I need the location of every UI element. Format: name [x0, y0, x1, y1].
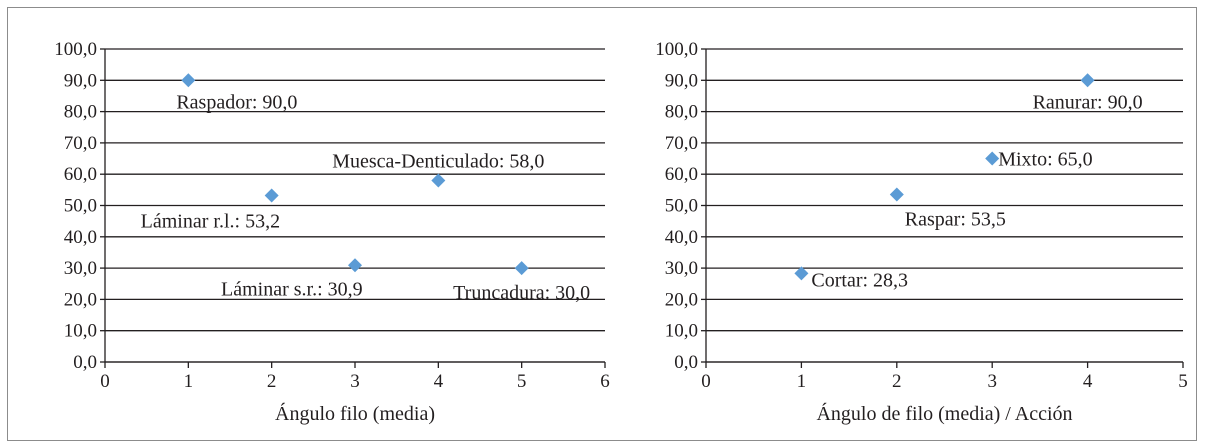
y-tick-label: 20,0 [64, 289, 97, 310]
x-axis-title: Ángulo de filo (media) / Acción [816, 402, 1072, 425]
y-tick-label: 90,0 [665, 70, 698, 91]
y-tick-label: 50,0 [665, 196, 698, 217]
x-axis-title: Ángulo filo (media) [275, 402, 435, 425]
x-tick-label: 3 [987, 371, 997, 392]
y-tick-label: 70,0 [64, 133, 97, 154]
y-tick-label: 50,0 [64, 196, 97, 217]
x-tick-label: 1 [797, 371, 807, 392]
data-point [889, 187, 904, 202]
data-label: Raspador: 90,0 [176, 91, 297, 113]
data-label: Truncadura: 30,0 [453, 282, 590, 304]
y-tick-label: 80,0 [64, 102, 97, 123]
data-point [1080, 73, 1095, 88]
data-point [264, 188, 279, 203]
data-point [985, 151, 1000, 166]
x-tick-label: 5 [1178, 371, 1188, 392]
data-point [431, 173, 446, 188]
y-tick-label: 80,0 [665, 102, 698, 123]
data-label: Láminar r.l.: 53,2 [141, 210, 280, 232]
data-point [181, 73, 196, 88]
y-tick-label: 70,0 [665, 133, 698, 154]
x-tick-label: 2 [892, 371, 902, 392]
y-tick-label: 20,0 [665, 289, 698, 310]
data-point [348, 258, 362, 273]
y-tick-label: 30,0 [64, 258, 97, 279]
data-point [794, 266, 809, 281]
data-label: Cortar: 28,3 [811, 269, 908, 291]
data-label: Ranurar: 90,0 [1033, 91, 1143, 113]
x-tick-label: 1 [184, 371, 194, 392]
x-tick-label: 6 [600, 371, 610, 392]
data-point [514, 261, 529, 276]
y-tick-label: 40,0 [665, 227, 698, 248]
x-tick-label: 4 [434, 371, 444, 392]
x-tick-label: 2 [267, 371, 277, 392]
data-label: Láminar s.r.: 30,9 [221, 278, 363, 300]
x-tick-label: 4 [1083, 371, 1093, 392]
y-tick-label: 0,0 [674, 352, 698, 373]
x-tick-label: 5 [517, 371, 527, 392]
data-label: Muesca-Denticulado: 58,0 [332, 150, 544, 172]
y-tick-label: 40,0 [64, 227, 97, 248]
x-tick-label: 3 [350, 371, 360, 392]
y-tick-label: 60,0 [665, 164, 698, 185]
y-tick-label: 100,0 [54, 39, 97, 60]
y-tick-label: 60,0 [64, 164, 97, 185]
x-tick-label: 0 [100, 371, 110, 392]
x-tick-label: 0 [701, 371, 711, 392]
chart-frame [7, 7, 1197, 441]
y-tick-label: 0,0 [73, 352, 97, 373]
y-tick-label: 10,0 [665, 321, 698, 342]
data-label: Mixto: 65,0 [998, 149, 1092, 171]
data-label: Raspar: 53,5 [905, 209, 1006, 231]
y-tick-label: 100,0 [655, 39, 698, 60]
y-tick-label: 10,0 [64, 321, 97, 342]
y-tick-label: 30,0 [665, 258, 698, 279]
y-tick-label: 90,0 [64, 70, 97, 91]
